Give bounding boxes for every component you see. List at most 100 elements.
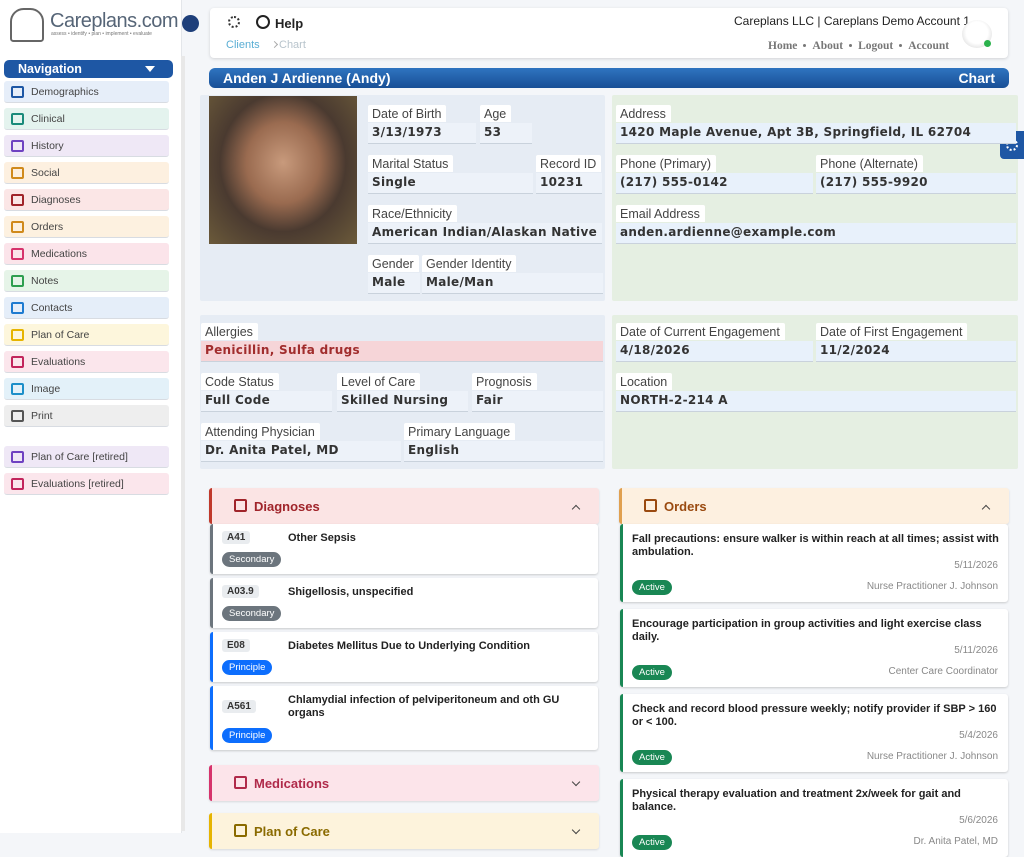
- diagnosis-code: A03.9: [222, 585, 259, 598]
- diagnosis-card[interactable]: A561 Principle Chlamydial infection of pel…: [210, 686, 598, 750]
- field-label: Date of Birth: [368, 105, 447, 122]
- patient-photo: [209, 96, 357, 244]
- nav-title[interactable]: Navigation: [4, 60, 173, 78]
- field-value: 3/13/1973: [368, 123, 476, 144]
- order-card[interactable]: Fall precautions: ensure walker is withi…: [620, 524, 1008, 602]
- diagnosis-name: Other Sepsis: [288, 532, 356, 544]
- diagnosis-code: E08: [222, 639, 250, 652]
- nav-item[interactable]: Medications: [4, 243, 169, 265]
- order-author: Center Care Coordinator: [888, 666, 999, 677]
- field-label: Location: [616, 373, 673, 390]
- order-card[interactable]: Check and record blood pressure weekly; …: [620, 694, 1008, 772]
- field-label: Phone (Primary): [616, 155, 716, 172]
- field-label: Phone (Alternate): [816, 155, 923, 172]
- field-value: Penicillin, Sulfa drugs: [201, 341, 603, 362]
- help-icon: [256, 15, 270, 29]
- order-card[interactable]: Encourage participation in group activit…: [620, 609, 1008, 687]
- nav-item[interactable]: Orders: [4, 216, 169, 238]
- field-value: Skilled Nursing: [337, 391, 468, 412]
- collapse-button[interactable]: [182, 15, 199, 32]
- section-header[interactable]: Diagnoses: [209, 488, 599, 524]
- field: Prognosis Fair: [472, 373, 603, 412]
- nav-icon: [11, 302, 24, 314]
- field: Location NORTH-2-214 A: [616, 373, 1016, 412]
- nav-icon: [11, 248, 24, 260]
- section-icon: [644, 499, 657, 512]
- nav-link[interactable]: Account: [908, 40, 950, 52]
- field-value: 4/18/2026: [616, 341, 813, 362]
- nav-item[interactable]: Social: [4, 162, 169, 184]
- nav-link[interactable]: About: [812, 40, 844, 52]
- section-header[interactable]: Orders: [619, 488, 1009, 524]
- field-value: American Indian/Alaskan Native: [368, 223, 602, 244]
- nav-item[interactable]: Evaluations [retired]: [4, 473, 169, 495]
- section-header[interactable]: Plan of Care: [209, 813, 599, 849]
- order-status: Active: [632, 835, 672, 850]
- field: Age 53: [480, 105, 532, 144]
- patient-bar: Anden J Ardienne (Andy) Chart: [209, 68, 1009, 88]
- section-header[interactable]: Medications: [209, 765, 599, 801]
- patient-name: Anden J Ardienne (Andy): [223, 70, 391, 86]
- section-icon: [234, 499, 247, 512]
- field: Record ID 10231: [536, 155, 602, 194]
- order-author: Nurse Practitioner J. Johnson: [866, 751, 998, 762]
- field-value: Male: [368, 273, 420, 294]
- field-value: 53: [480, 123, 532, 144]
- nav-item[interactable]: Diagnoses: [4, 189, 169, 211]
- nav-icon: [11, 140, 24, 152]
- order-status: Active: [632, 665, 672, 680]
- diagnosis-name: Shigellosis, unspecified: [288, 586, 414, 598]
- field: Attending Physician Dr. Anita Patel, MD: [201, 423, 401, 462]
- field-value: Single: [368, 173, 533, 194]
- order-card[interactable]: Physical therapy evaluation and treatmen…: [620, 779, 1008, 857]
- breadcrumb-separator: [270, 40, 279, 49]
- nav-item[interactable]: Clinical: [4, 108, 169, 130]
- diagnosis-card[interactable]: A03.9 Secondary Shigellosis, unspecified: [210, 578, 598, 628]
- field: Race/Ethnicity American Indian/Alaskan Na…: [368, 205, 602, 244]
- field: Email Address anden.ardienne@example.com: [616, 205, 1016, 244]
- nav-item[interactable]: Contacts: [4, 297, 169, 319]
- diagnosis-card[interactable]: A41 Secondary Other Sepsis: [210, 524, 598, 574]
- order-date: 5/6/2026: [959, 815, 998, 826]
- diagnosis-card[interactable]: E08 Principle Diabetes Mellitus Due to Und…: [210, 632, 598, 682]
- nav-item[interactable]: Print: [4, 405, 169, 427]
- nav-icon: [11, 410, 24, 422]
- nav-icon: [11, 221, 24, 233]
- help-link[interactable]: Help: [275, 16, 304, 31]
- nav-link[interactable]: Home: [768, 40, 798, 52]
- nav-item[interactable]: Notes: [4, 270, 169, 292]
- field: Gender Male: [368, 255, 420, 294]
- field-label: Date of Current Engagement: [616, 323, 785, 340]
- header: Help Clients Chart Careplans LLC | Carep…: [210, 8, 1008, 58]
- field-value: English: [404, 441, 603, 462]
- field-value: Full Code: [201, 391, 332, 412]
- field-label: Address: [616, 105, 671, 122]
- order-text: Encourage participation in group activit…: [632, 618, 982, 643]
- diagnosis-badge: Secondary: [222, 606, 282, 621]
- field: Date of Current Engagement 4/18/2026: [616, 323, 813, 362]
- order-text: Check and record blood pressure weekly; …: [632, 703, 997, 728]
- nav-item[interactable]: Plan of Care: [4, 324, 169, 346]
- breadcrumb[interactable]: Clients: [226, 39, 260, 51]
- theme-toggle[interactable]: [228, 16, 240, 28]
- account-name: Careplans LLC | Careplans Demo Account 1: [734, 14, 970, 28]
- nav-link[interactable]: Logout: [858, 40, 894, 52]
- brand-tagline: assess • identify • plan • implement • e…: [51, 31, 152, 37]
- nav-item[interactable]: Image: [4, 378, 169, 400]
- brand-name: Careplans.com: [50, 10, 179, 32]
- nav-item[interactable]: Demographics: [4, 81, 169, 103]
- nav-item[interactable]: Evaluations: [4, 351, 169, 373]
- nav-item[interactable]: Plan of Care [retired]: [4, 446, 169, 468]
- field-label: Level of Care: [337, 373, 421, 390]
- order-status: Active: [632, 750, 672, 765]
- view-label: Chart: [958, 70, 995, 86]
- nav-item[interactable]: History: [4, 135, 169, 157]
- field: Allergies Penicillin, Sulfa drugs: [201, 323, 603, 362]
- order-date: 5/4/2026: [959, 730, 998, 741]
- diagnosis-code: A41: [222, 531, 251, 544]
- nav-icon: [11, 86, 24, 98]
- field-label: Record ID: [536, 155, 602, 172]
- field-label: Age: [480, 105, 512, 122]
- field: Phone (Primary) (217) 555-0142: [616, 155, 813, 194]
